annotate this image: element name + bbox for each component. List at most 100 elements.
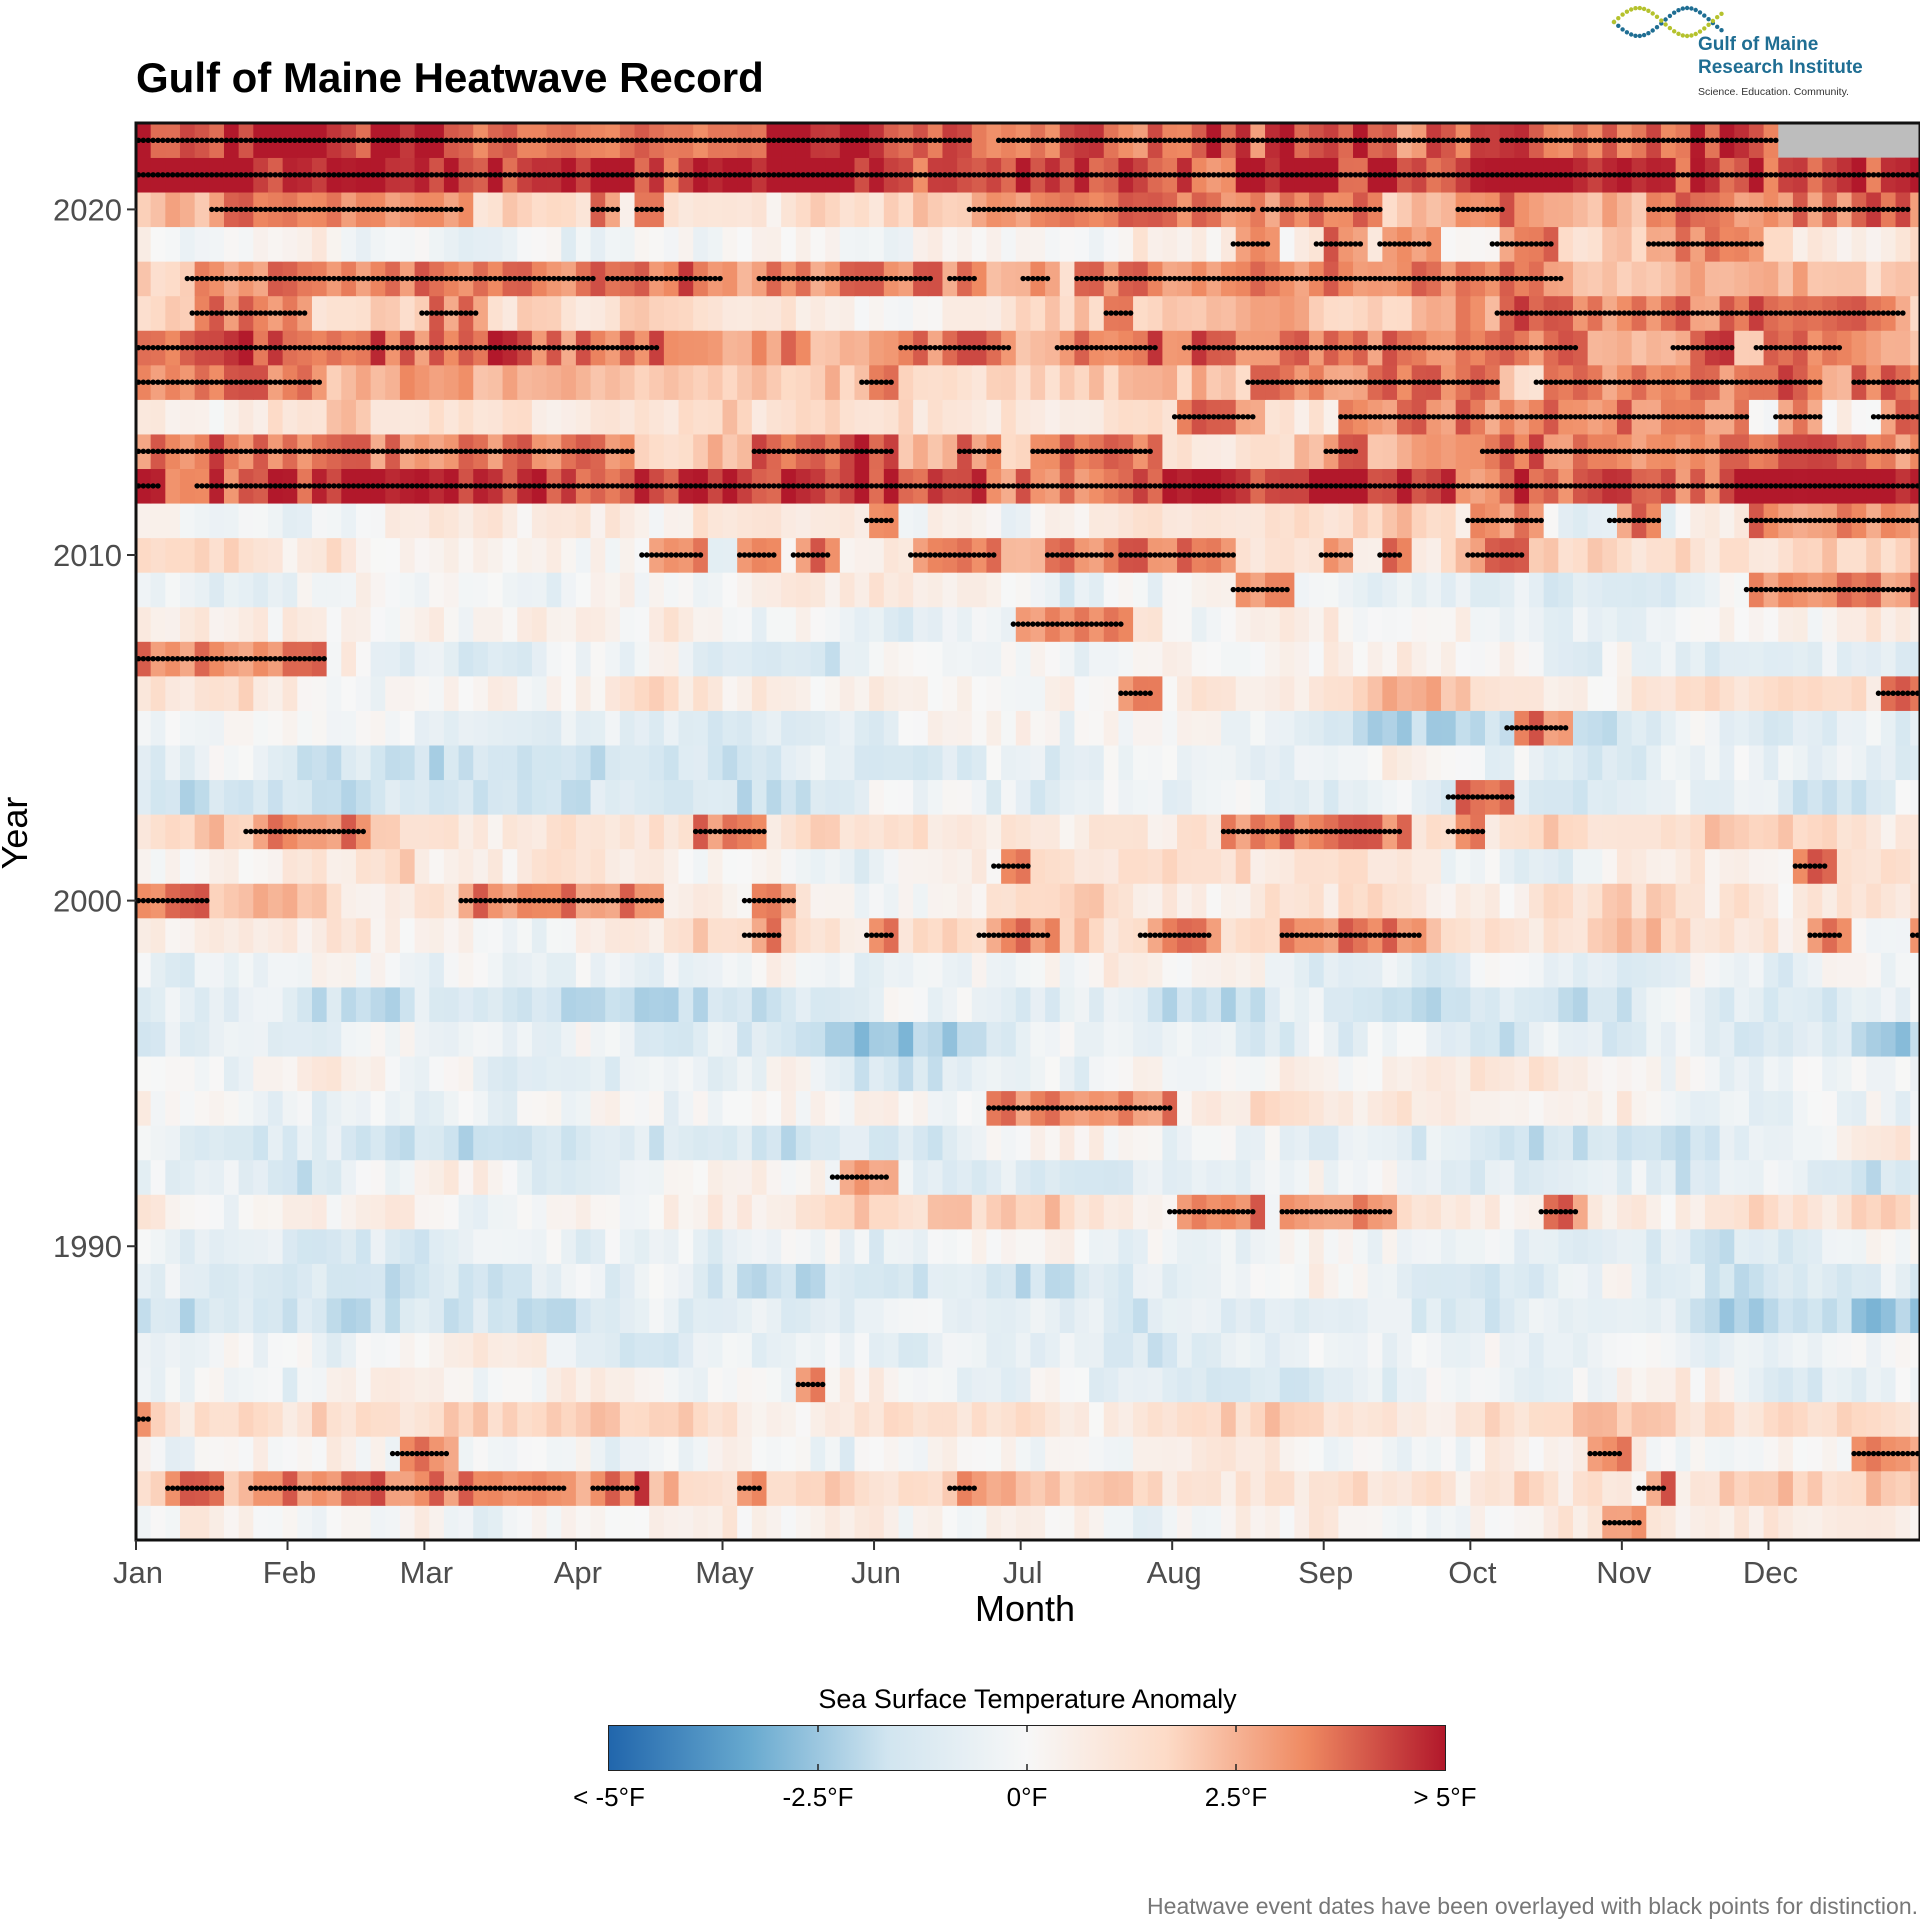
heatmap-cell	[487, 745, 504, 781]
heatmap-cell	[810, 987, 826, 1022]
heatmap-cell	[1499, 1263, 1515, 1299]
heatmap-cell	[1719, 1194, 1735, 1230]
heatmap-cell	[1792, 952, 1809, 988]
heatmap-cell	[1528, 1298, 1545, 1334]
heatmap-cell	[590, 1401, 606, 1437]
heatmap-cell	[458, 1194, 474, 1230]
heatmap-cell	[1660, 883, 1677, 919]
heatmap-cell	[1543, 537, 1559, 573]
heatmap-cell	[136, 814, 152, 850]
heatmap-cell	[1015, 1056, 1032, 1092]
heatmap-cell	[385, 1298, 401, 1334]
heatmap-cell	[957, 883, 973, 919]
heatmap-cell	[561, 1332, 577, 1368]
heatmap-cell	[1470, 1298, 1486, 1334]
heatmap-cell	[1353, 1436, 1369, 1472]
heatmap-cell	[810, 1332, 826, 1368]
heatmap-cell	[1103, 1470, 1120, 1506]
heatmap-cell	[209, 1159, 225, 1195]
heatmap-cell	[795, 1298, 812, 1334]
heatmap-cell	[165, 1228, 181, 1264]
heatmap-cell	[282, 503, 298, 539]
heatmap-cell	[1426, 1436, 1442, 1472]
heatmap-cell	[1177, 606, 1193, 642]
heatmap-cell	[795, 1090, 812, 1126]
heatmap-cell	[1587, 1056, 1603, 1092]
heatmap-cell	[311, 1401, 328, 1437]
heatmap-cell	[370, 745, 386, 781]
heatmap-cell	[238, 226, 254, 262]
heatmap-cell	[1792, 814, 1809, 850]
heatmap-cell	[1030, 572, 1046, 608]
heatmap-cell	[722, 295, 738, 331]
heatmap-cell	[1455, 917, 1471, 953]
heatmap-cell	[663, 779, 680, 815]
heatmap-cell	[150, 503, 166, 539]
heatmap-cell	[1558, 572, 1574, 608]
heatmap-cell	[150, 192, 166, 228]
heatmap-cell	[1719, 1401, 1735, 1437]
heatmap-cell	[825, 226, 841, 262]
heatmap-cell	[1206, 295, 1222, 331]
heatmap-cell	[399, 364, 416, 400]
heatmap-cell	[355, 1159, 372, 1195]
heatmap-cell	[1323, 1367, 1339, 1403]
heatmap-cell	[722, 1194, 738, 1230]
heatmap-cell	[795, 1056, 812, 1092]
heatmap-cell	[1572, 883, 1589, 919]
heatmap-cell	[957, 1436, 973, 1472]
heatmap-cell	[1411, 1194, 1427, 1230]
heatmap-cell	[311, 1090, 328, 1126]
heatmap-cell	[209, 675, 225, 711]
heatmap-cell	[179, 848, 196, 884]
heatmap-cell	[1367, 710, 1383, 746]
heatmap-cell	[1147, 1470, 1164, 1506]
heatmap-cell	[825, 1401, 841, 1437]
heatmap-cell	[546, 1298, 562, 1334]
heatmap-cell	[1734, 503, 1750, 539]
heatmap-cell	[223, 917, 240, 953]
heatmap-cell	[810, 675, 826, 711]
heatmap-cell	[1763, 261, 1779, 297]
heatmap-cell	[1235, 1436, 1251, 1472]
heatmap-cell	[194, 503, 210, 539]
heatmap-cell	[1382, 1159, 1398, 1195]
heatmap-cell	[869, 952, 885, 988]
heatmap-cell	[282, 1056, 298, 1092]
heatmap-cell	[1499, 192, 1515, 228]
heatmap-cell	[913, 1090, 929, 1126]
heatmap-cell	[311, 572, 328, 608]
heatmap-cell	[986, 503, 1002, 539]
heatmap-cell	[1074, 503, 1090, 539]
heatmap-cell	[165, 848, 181, 884]
heatmap-cell	[209, 1332, 225, 1368]
heatmap-cell	[1191, 1056, 1207, 1092]
heatmap-cell	[253, 848, 269, 884]
heatmap-cell	[370, 1367, 386, 1403]
heatmap-cell	[370, 779, 386, 815]
heatmap-cell	[766, 1298, 782, 1334]
heatmap-cell	[957, 779, 973, 815]
heatmap-cell	[165, 1090, 181, 1126]
heatmap-cell	[1015, 987, 1032, 1022]
heatmap-cell	[619, 1367, 636, 1403]
heatmap-cell	[1045, 814, 1061, 850]
heatmap-cell	[1074, 1367, 1090, 1403]
heatmap-cell	[223, 572, 240, 608]
helix-dot	[1697, 10, 1703, 15]
heatmap-cell	[810, 364, 826, 400]
heatmap-cell	[957, 710, 973, 746]
heatmap-cell	[1426, 537, 1442, 573]
heatmap-cell	[1851, 261, 1867, 297]
heatmap-cell	[810, 1159, 826, 1195]
heatmap-cell	[1646, 675, 1662, 711]
heatmap-cell	[707, 952, 724, 988]
heatmap-cell	[1470, 295, 1486, 331]
heatmap-cell	[150, 1228, 166, 1264]
heatmap-cell	[1485, 1401, 1501, 1437]
heatmap-cell	[267, 952, 284, 988]
heatmap-cell	[1074, 1298, 1090, 1334]
heatmap-row-1999	[136, 917, 1920, 953]
heatmap-cell	[1015, 434, 1032, 470]
heatmap-cell	[297, 883, 313, 919]
